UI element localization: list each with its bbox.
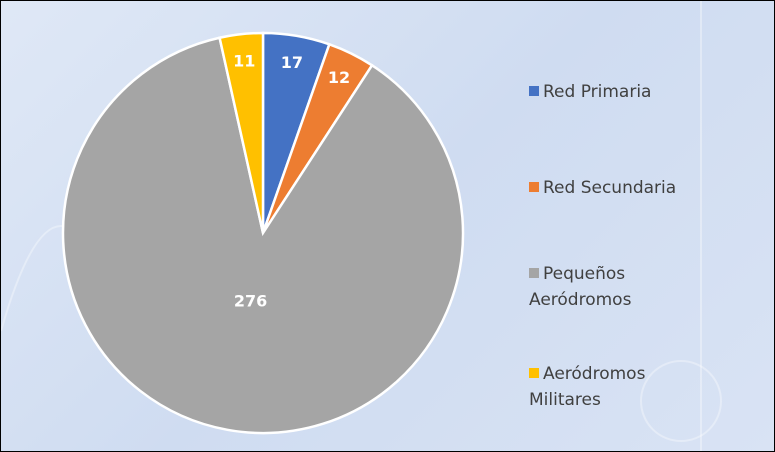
legend-label: Red Secundaria [543,178,677,198]
data-label: 276 [234,291,267,310]
data-label: 17 [281,53,303,72]
pie-slice [218,31,265,234]
legend-label: Pequeños Aeródromos [529,264,632,310]
legend-item: Red Primaria [529,79,679,105]
legend-item: Pequeños Aeródromos [529,261,679,313]
pie-slice [61,36,465,435]
legend-label: Aeródromos Militares [529,364,646,410]
legend-swatch [529,86,539,96]
legend-swatch [529,268,539,278]
data-label: 12 [328,68,350,87]
data-label: 11 [233,52,255,71]
legend-label: Red Primaria [543,82,652,102]
legend-item: Red Secundaria [529,175,679,201]
legend-swatch [529,182,539,192]
legend-item: Aeródromos Militares [529,361,679,413]
legend-swatch [529,368,539,378]
